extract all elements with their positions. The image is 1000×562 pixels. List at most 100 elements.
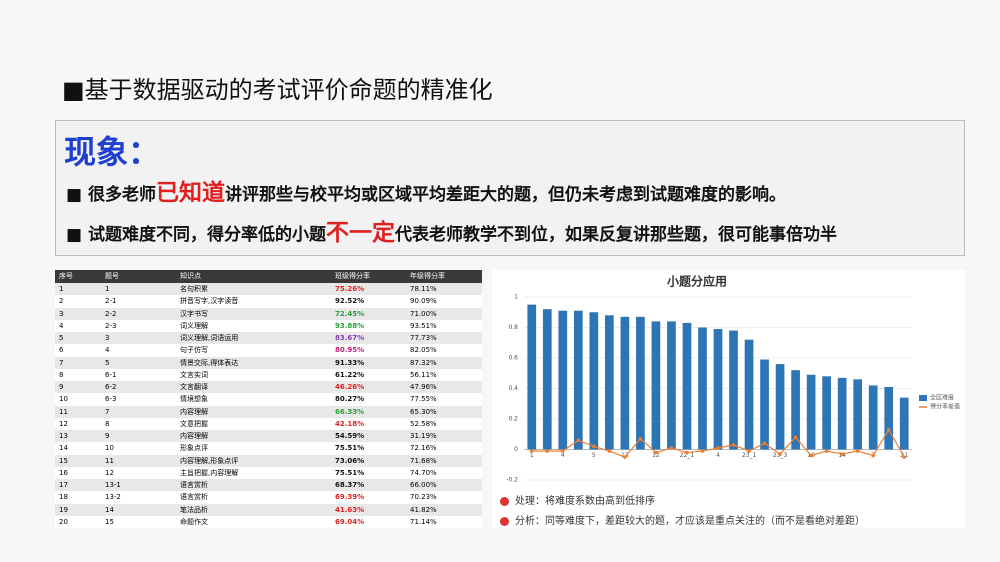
bullet: ■ 试题难度不同，得分率低的小题不一定代表老师教学不到位，如果反复讲那些题，很可…	[66, 213, 837, 247]
cell: 文意把握	[180, 419, 208, 428]
cell: 75.26%	[335, 285, 365, 293]
x-tick-label: 12	[652, 452, 660, 459]
bar	[558, 310, 568, 450]
text: ■ 试题难度不同，得分率低的小题	[66, 225, 326, 245]
table-row: 2 2-1 拼音写字,汉字读音 92.52% 90.09%	[55, 295, 482, 308]
table-row: 7 5 情景交际,得体表达 91.33% 87.32%	[55, 356, 482, 369]
cell: 18	[59, 493, 68, 502]
cell: 6-2	[105, 383, 117, 391]
cell: 46.26%	[335, 383, 365, 391]
cell: 名句积累	[180, 285, 208, 293]
cell: 文言实词	[180, 370, 208, 379]
cell: 4	[59, 321, 64, 330]
cell: 文言翻译	[180, 383, 208, 391]
table-row: 18 13-2 语言赏析 69.39% 70.23%	[55, 491, 482, 504]
cell: 句子仿写	[180, 346, 208, 355]
table-row: 12 8 文意把握 42.18% 52.58%	[55, 417, 482, 431]
bar	[744, 339, 754, 450]
text: 代表老师教学不到位，如果反复讲那些题，很可能事倍功半	[394, 225, 837, 245]
cell: 72.16%	[410, 444, 437, 453]
y-tick-label: 1	[514, 294, 518, 301]
callout-heading: 现象：	[64, 133, 161, 171]
bar	[542, 309, 552, 450]
header-cell: 题号	[105, 272, 119, 280]
cell: 13-2	[105, 493, 121, 502]
text: 分析：同等难度下，差距较大的题，才应该是重点关注的（而不是看绝对差距）	[515, 516, 865, 527]
table-row: 10 6-3 情境想象 80.27% 77.55%	[55, 393, 482, 406]
point	[638, 437, 643, 441]
cell: 41.82%	[410, 505, 437, 514]
point	[545, 449, 550, 453]
cell: 31.19%	[410, 432, 437, 440]
point	[824, 449, 829, 453]
y-tick-label: -0.2	[506, 477, 518, 484]
cell: 66.33%	[335, 407, 365, 416]
point	[762, 441, 767, 446]
header-cell: 年级得分率	[410, 272, 445, 280]
cell: 12	[59, 419, 68, 428]
bar	[589, 312, 599, 450]
point	[700, 449, 705, 453]
slide-title: ■基于数据驱动的考试评价命题的精准化	[62, 76, 493, 104]
cell: 命题作文	[180, 517, 208, 526]
bar	[698, 327, 707, 450]
cell: 10	[59, 395, 68, 404]
cell: 13	[59, 432, 68, 440]
point	[592, 444, 596, 449]
cell: 2-2	[105, 309, 117, 318]
callout: 现象： ■ 很多老师已知道讲评那些与校平均或区域平均差距大的题，但仍未考虑到试题…	[55, 120, 965, 256]
legend-label: 得分率差值	[930, 403, 960, 411]
point	[654, 450, 658, 455]
y-tick-label: 0.8	[508, 324, 518, 331]
x-tick-label: 4	[561, 452, 565, 459]
bar	[573, 310, 583, 450]
bar	[760, 359, 769, 450]
point	[902, 455, 907, 459]
table-row: 11 7 内容理解 66.33% 65.30%	[55, 405, 482, 418]
y-tick-label: 0	[514, 446, 518, 453]
point	[855, 449, 860, 453]
cell: 11	[59, 407, 68, 416]
cell: 5	[105, 358, 110, 367]
header-cell: 知识点	[180, 272, 201, 280]
table-header: 序号 题号 知识点 班级得分率 年级得分率	[55, 270, 482, 283]
cell: 75.51%	[335, 468, 365, 477]
point	[561, 449, 565, 453]
x-tick-label: 1	[530, 452, 534, 459]
table-row: 19 14 笔法品析 41.63% 41.82%	[55, 503, 482, 516]
cell: 形象点评	[180, 444, 208, 453]
point	[747, 449, 751, 453]
cell: 61.22%	[335, 370, 365, 379]
table-row: 15 11 内容理解,形象点评 73.06% 71.68%	[55, 454, 482, 467]
cell: 80.27%	[335, 395, 365, 404]
point	[793, 435, 798, 440]
cell: 12	[105, 468, 114, 477]
cell: 70.23%	[410, 493, 437, 502]
table-row: 5 3 词义理解,词语运用 83.67% 77.73%	[55, 332, 482, 345]
cell: 14	[59, 444, 68, 453]
point	[576, 438, 581, 443]
cell: 54.59%	[335, 432, 365, 440]
cell: 19	[59, 505, 68, 514]
cell: 92.52%	[335, 297, 365, 306]
cell: 语言赏析	[180, 493, 208, 502]
cell: 87.32%	[410, 358, 437, 367]
note: 处理：将难度系数由高到低排序	[500, 492, 655, 507]
point	[778, 452, 782, 456]
point	[731, 443, 736, 447]
cell: 9	[59, 383, 64, 391]
table-row: 13 9 内容理解 54.59% 31.19%	[55, 430, 482, 443]
cell: 74.70%	[410, 468, 437, 477]
cell: 91.33%	[335, 358, 365, 367]
bar	[636, 316, 645, 450]
bar	[822, 376, 831, 450]
chart-title: 小题分应用	[667, 274, 727, 289]
cell: 4	[105, 346, 110, 355]
cell: 情景交际,得体表达	[180, 358, 239, 367]
point	[607, 449, 612, 453]
bar	[651, 321, 661, 450]
cell: 3	[59, 309, 64, 318]
point	[623, 455, 627, 459]
x-tick-label: 22_1	[680, 452, 695, 459]
table-row: 4 2-3 词义理解 93.88% 93.51%	[55, 319, 482, 333]
